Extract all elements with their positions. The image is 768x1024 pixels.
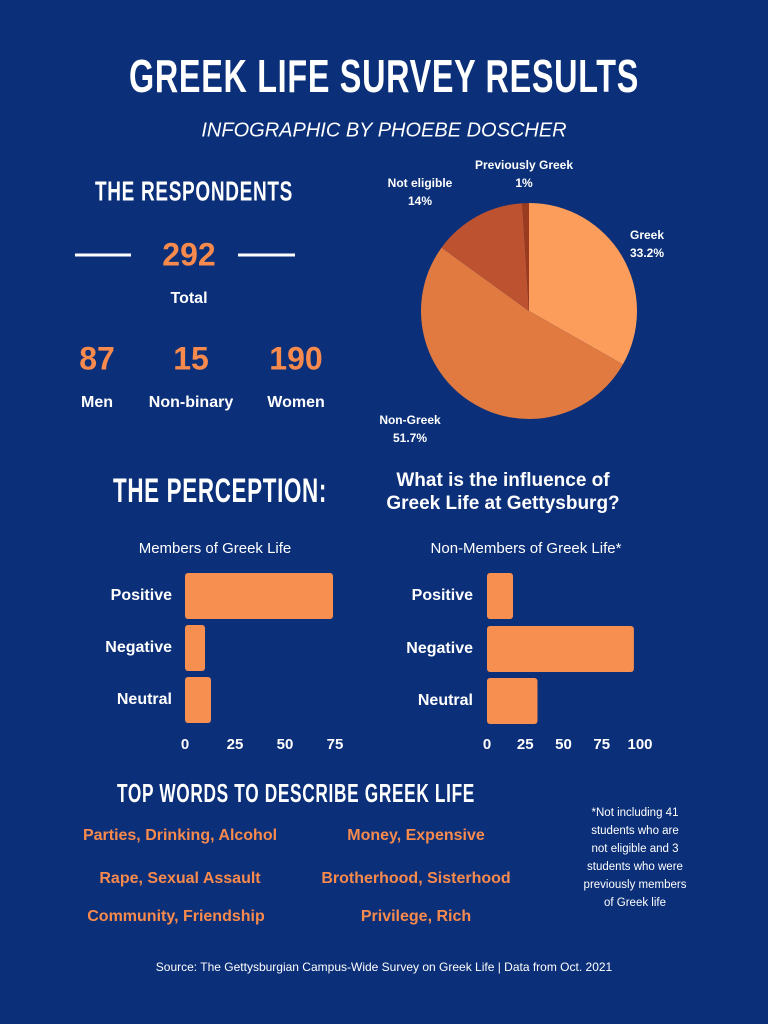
slice-label: Greek — [630, 228, 664, 242]
group-value: 87 — [79, 340, 115, 376]
x-tick-label: 50 — [555, 736, 572, 753]
category-label: Positive — [111, 587, 172, 604]
group-value: 190 — [269, 340, 322, 376]
source: Source: The Gettysburgian Campus-Wide Su… — [156, 960, 613, 974]
title: GREEK LIFE SURVEY RESULTS — [129, 50, 639, 102]
total-value: 292 — [162, 236, 215, 272]
pie-slice — [529, 203, 637, 365]
bar — [487, 678, 538, 724]
slice-value-label: 14% — [408, 194, 432, 208]
total-label: Total — [170, 290, 207, 307]
x-tick-label: 25 — [227, 736, 244, 753]
group-label: Women — [267, 394, 324, 411]
group-label: Non-binary — [149, 394, 234, 411]
bar — [487, 626, 634, 672]
footnote: of Greek life — [604, 897, 666, 909]
footnote: not eligible and 3 — [592, 843, 679, 855]
footnote: *Not including 41 — [592, 807, 679, 819]
bar — [185, 625, 205, 671]
top-word: Community, Friendship — [87, 908, 265, 925]
footnote: previously members — [584, 879, 687, 891]
top-words-heading: TOP WORDS TO DESCRIBE GREEK LIFE — [117, 778, 475, 808]
x-tick-label: 0 — [483, 736, 491, 753]
x-tick-label: 25 — [517, 736, 534, 753]
category-label: Neutral — [418, 692, 473, 709]
x-tick-label: 100 — [627, 736, 652, 753]
chart-title: Non-Members of Greek Life* — [431, 540, 622, 557]
top-word: Money, Expensive — [347, 827, 485, 844]
top-word: Privilege, Rich — [361, 908, 471, 925]
top-word: Parties, Drinking, Alcohol — [83, 827, 277, 844]
slice-label: Not eligible — [388, 176, 453, 190]
category-label: Positive — [412, 587, 473, 604]
group-label: Men — [81, 394, 113, 411]
category-label: Negative — [105, 639, 172, 656]
pie-slice — [441, 203, 529, 311]
bar — [185, 677, 211, 723]
chart-title: Members of Greek Life — [139, 540, 292, 557]
question: Greek Life at Gettysburg? — [386, 493, 619, 514]
footnote: students who are — [591, 825, 679, 837]
pie-slice — [522, 203, 529, 311]
x-tick-label: 75 — [593, 736, 610, 753]
x-tick-label: 50 — [277, 736, 294, 753]
slice-value-label: 33.2% — [630, 246, 664, 260]
bar — [487, 573, 514, 619]
bar — [185, 573, 333, 619]
pie-slice — [421, 247, 623, 419]
question: What is the influence of — [396, 470, 610, 491]
top-word: Rape, Sexual Assault — [99, 870, 261, 887]
respondents-heading: THE RESPONDENTS — [95, 175, 293, 206]
slice-value-label: 51.7% — [393, 431, 427, 445]
x-tick-label: 0 — [181, 736, 189, 753]
group-value: 15 — [173, 340, 209, 376]
x-tick-label: 75 — [327, 736, 344, 753]
slice-label: Previously Greek — [475, 158, 573, 172]
category-label: Neutral — [117, 691, 172, 708]
top-word: Brotherhood, Sisterhood — [321, 870, 510, 887]
category-label: Negative — [406, 640, 473, 657]
footnote: students who were — [587, 861, 683, 873]
slice-value-label: 1% — [515, 176, 533, 190]
perception-heading: THE PERCEPTION: — [113, 472, 327, 510]
slice-label: Non-Greek — [379, 413, 441, 427]
subtitle: INFOGRAPHIC BY PHOEBE DOSCHER — [201, 119, 566, 141]
